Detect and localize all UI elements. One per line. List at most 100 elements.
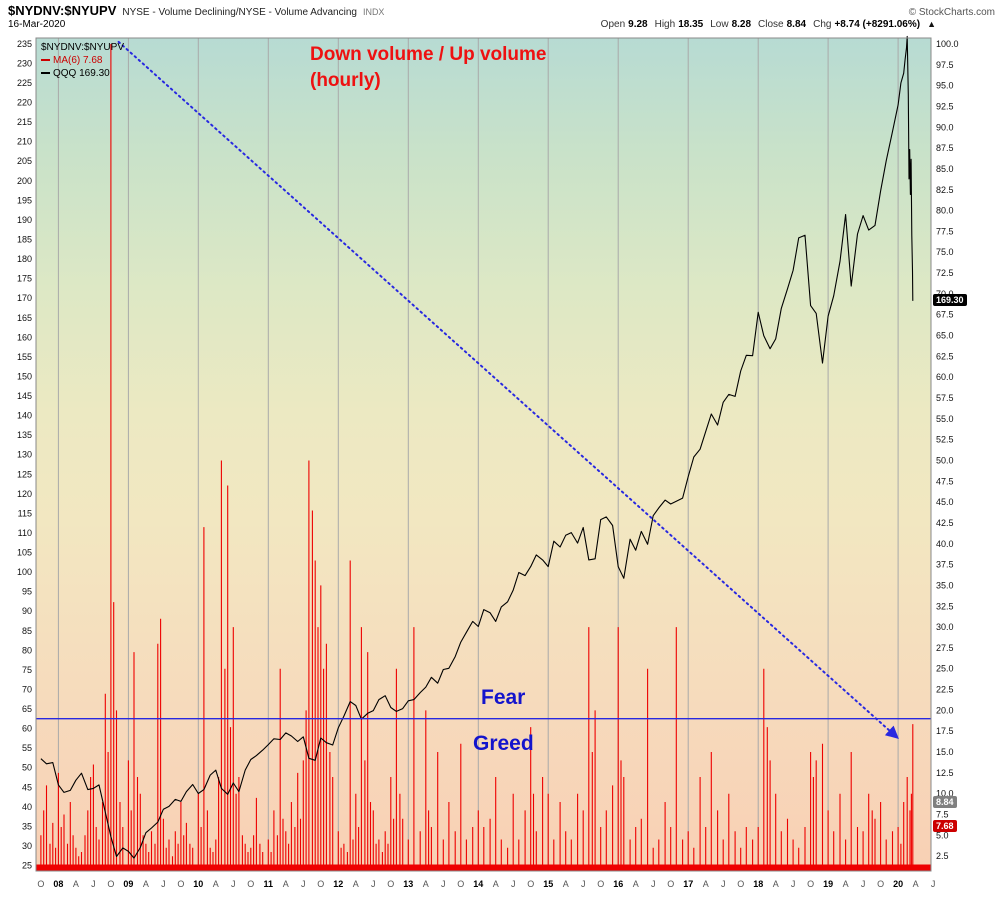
- down-up-volume-annotation: Down volume / Up volume (hourly): [310, 42, 546, 93]
- svg-text:10.0: 10.0: [936, 789, 954, 799]
- svg-text:70: 70: [22, 685, 32, 695]
- svg-text:85: 85: [22, 626, 32, 636]
- svg-text:16: 16: [613, 879, 623, 889]
- svg-text:50.0: 50.0: [936, 456, 954, 466]
- svg-text:O: O: [807, 879, 814, 889]
- svg-text:60.0: 60.0: [936, 372, 954, 382]
- svg-text:75.0: 75.0: [936, 247, 954, 257]
- open-value: Open 9.28: [600, 19, 648, 30]
- svg-text:5.0: 5.0: [936, 830, 949, 840]
- svg-text:45: 45: [22, 782, 32, 792]
- svg-text:19: 19: [823, 879, 833, 889]
- svg-text:170: 170: [17, 293, 32, 303]
- svg-text:J: J: [931, 879, 936, 889]
- svg-text:A: A: [283, 879, 289, 889]
- svg-text:15: 15: [543, 879, 553, 889]
- chart-date: 16-Mar-2020: [8, 19, 66, 30]
- annotation-lines: [36, 40, 931, 739]
- svg-text:25: 25: [22, 861, 32, 871]
- svg-text:J: J: [161, 879, 166, 889]
- svg-text:O: O: [737, 879, 744, 889]
- svg-text:105: 105: [17, 548, 32, 558]
- svg-text:17.5: 17.5: [936, 726, 954, 736]
- svg-text:130: 130: [17, 450, 32, 460]
- close-value: Close 8.84: [758, 19, 807, 30]
- svg-text:60: 60: [22, 724, 32, 734]
- svg-text:195: 195: [17, 195, 32, 205]
- axis-tick-labels: 25 30 35 40 45 50 55 60 65 70 75 80 85 90 95 100 105 110 1…: [17, 39, 959, 889]
- svg-text:100.0: 100.0: [936, 39, 959, 49]
- svg-text:50: 50: [22, 763, 32, 773]
- svg-text:72.5: 72.5: [936, 268, 954, 278]
- svg-text:110: 110: [18, 528, 32, 538]
- svg-text:160: 160: [17, 332, 32, 342]
- svg-text:42.5: 42.5: [936, 518, 954, 528]
- svg-text:O: O: [177, 879, 184, 889]
- svg-text:95: 95: [22, 587, 32, 597]
- qqq-last-price-tag: 169.30: [933, 294, 967, 306]
- svg-text:47.5: 47.5: [936, 476, 954, 486]
- svg-text:185: 185: [17, 235, 32, 245]
- svg-text:85.0: 85.0: [936, 164, 954, 174]
- svg-text:80.0: 80.0: [936, 206, 954, 216]
- svg-text:A: A: [913, 879, 919, 889]
- svg-text:140: 140: [17, 411, 32, 421]
- svg-text:45.0: 45.0: [936, 497, 954, 507]
- svg-text:O: O: [667, 879, 674, 889]
- red-line-swatch-icon: [41, 59, 50, 62]
- svg-text:90: 90: [22, 606, 32, 616]
- svg-text:90.0: 90.0: [936, 122, 954, 132]
- svg-text:J: J: [581, 879, 586, 889]
- svg-text:18: 18: [753, 879, 763, 889]
- svg-text:22.5: 22.5: [936, 685, 954, 695]
- svg-text:10: 10: [193, 879, 203, 889]
- annotation-line2: (hourly): [310, 69, 381, 91]
- svg-text:55.0: 55.0: [936, 414, 954, 424]
- svg-text:08: 08: [53, 879, 63, 889]
- svg-text:70.0: 70.0: [936, 289, 954, 299]
- svg-text:A: A: [353, 879, 359, 889]
- svg-text:A: A: [843, 879, 849, 889]
- annotation-line1: Down volume / Up volume: [310, 44, 547, 65]
- svg-text:A: A: [143, 879, 149, 889]
- ohlc-readout: Open 9.28 High 18.35 Low 8.28 Close 8.84 Chg…: [601, 19, 936, 30]
- svg-text:100: 100: [17, 567, 32, 577]
- svg-text:95.0: 95.0: [936, 81, 954, 91]
- exchange-label: INDX: [362, 7, 385, 17]
- svg-text:62.5: 62.5: [936, 351, 954, 361]
- svg-text:A: A: [773, 879, 779, 889]
- svg-text:J: J: [511, 879, 516, 889]
- svg-text:J: J: [861, 879, 866, 889]
- svg-text:235: 235: [17, 39, 32, 49]
- svg-text:97.5: 97.5: [936, 60, 954, 70]
- svg-text:150: 150: [17, 371, 32, 381]
- high-value: High 18.35: [654, 19, 704, 30]
- svg-text:210: 210: [17, 137, 32, 147]
- svg-text:35: 35: [22, 821, 32, 831]
- svg-text:200: 200: [17, 176, 32, 186]
- svg-text:J: J: [91, 879, 96, 889]
- svg-text:125: 125: [17, 469, 32, 479]
- svg-text:30: 30: [22, 841, 32, 851]
- svg-text:25.0: 25.0: [936, 664, 954, 674]
- svg-text:09: 09: [123, 879, 133, 889]
- header-quote-row: 16-Mar-2020 Open 9.28 High 18.35 Low 8.28 C…: [8, 19, 936, 30]
- plot-border: [35, 37, 932, 872]
- legend-ma-row: MA(6) 7.68: [41, 54, 124, 67]
- svg-text:J: J: [301, 879, 306, 889]
- svg-text:J: J: [721, 879, 726, 889]
- svg-text:115: 115: [18, 508, 32, 518]
- svg-text:215: 215: [17, 117, 32, 127]
- ticker-symbol: $NYDNV:$NYUPV: [8, 3, 117, 18]
- header-title-row: $NYDNV:$NYUPV NYSE - Volume Declining/NY…: [8, 3, 995, 18]
- svg-text:180: 180: [17, 254, 32, 264]
- ratio-close-price-tag: 8.84: [933, 796, 957, 808]
- fear-annotation: Fear: [481, 686, 526, 709]
- low-value: Low 8.28: [710, 19, 752, 30]
- svg-text:J: J: [791, 879, 796, 889]
- svg-text:65.0: 65.0: [936, 331, 954, 341]
- svg-text:230: 230: [17, 58, 32, 68]
- svg-text:65: 65: [22, 704, 32, 714]
- svg-text:J: J: [231, 879, 236, 889]
